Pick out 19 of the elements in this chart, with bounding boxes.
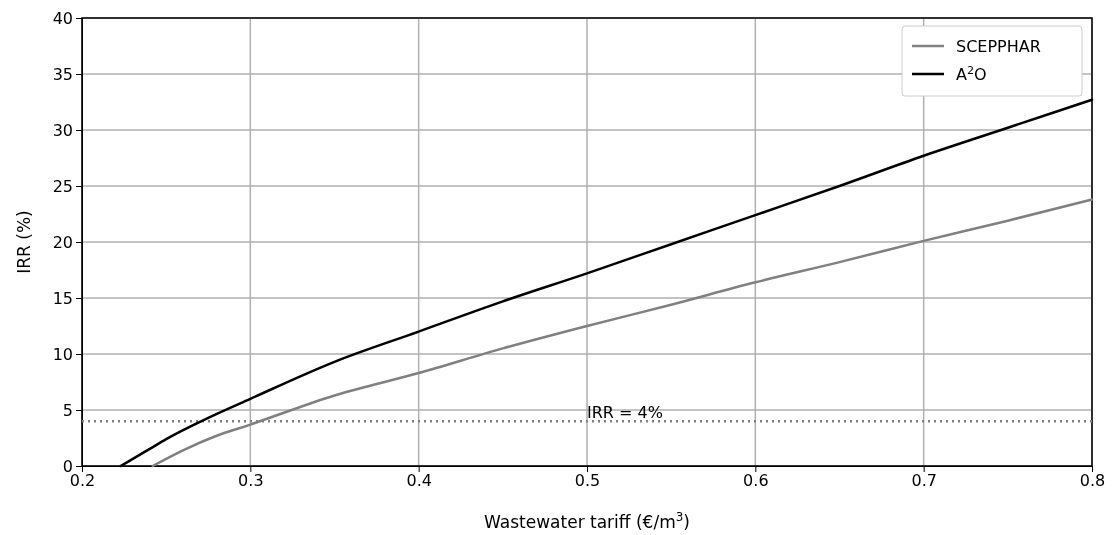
y-tick-label: 30	[52, 120, 73, 140]
ref-line-label: IRR = 4%	[587, 403, 663, 423]
x-axis-title: Wastewater tariff (€/m$^{3}$)	[484, 510, 690, 532]
y-tick-label: 35	[52, 64, 73, 84]
y-tick-label: 10	[52, 344, 73, 364]
y-tick-label: 5	[62, 400, 73, 420]
y-tick-label: 25	[52, 176, 73, 196]
x-tick-label: 0.3	[238, 471, 264, 491]
y-tick-label: 20	[52, 232, 73, 252]
x-tick-label: 0.5	[574, 471, 601, 491]
legend-label: SCEPPHAR	[956, 37, 1041, 56]
y-axis-title: IRR (%)	[14, 210, 34, 274]
x-tick-label: 0.7	[911, 471, 937, 491]
legend-label: A$^{2}$O	[956, 63, 987, 84]
x-tick-label: 0.6	[743, 471, 769, 491]
x-tick-label: 0.8	[1079, 471, 1106, 491]
x-tick-label: 0.4	[406, 471, 432, 491]
y-tick-label: 15	[52, 288, 73, 308]
y-tick-label: 40	[52, 8, 73, 28]
